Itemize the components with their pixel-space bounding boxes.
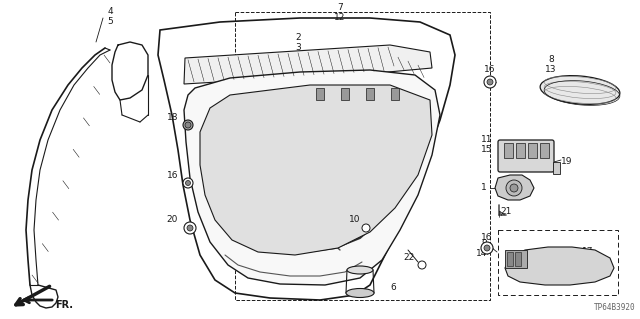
Circle shape [418,261,426,269]
Text: 21: 21 [500,207,511,217]
Circle shape [362,224,370,232]
Text: 20: 20 [166,216,178,225]
Text: 11: 11 [481,136,493,145]
Bar [505,250,527,268]
Circle shape [506,180,522,196]
Text: 13: 13 [545,65,557,75]
Text: 6: 6 [390,284,396,293]
Circle shape [484,76,496,88]
Circle shape [183,120,193,130]
Bar [341,88,349,100]
Text: 22: 22 [404,254,415,263]
Bar [528,143,537,158]
Bar [553,162,560,174]
Text: FR.: FR. [55,300,73,310]
Ellipse shape [540,76,620,104]
Text: 10: 10 [349,216,360,225]
Bar [515,252,521,266]
Circle shape [187,225,193,231]
Text: 4: 4 [107,8,113,17]
Text: 18: 18 [166,114,178,122]
Circle shape [553,253,577,277]
Bar [498,230,618,295]
Circle shape [558,258,572,272]
Circle shape [510,184,518,192]
Polygon shape [495,175,534,200]
Text: 3: 3 [295,42,301,51]
Bar [316,88,324,100]
Text: 7: 7 [337,4,343,12]
Polygon shape [184,45,432,84]
Ellipse shape [346,288,374,298]
Circle shape [186,181,191,186]
Bar [540,143,549,158]
Text: TP64B3920: TP64B3920 [593,303,635,312]
Text: 8: 8 [548,56,554,64]
Circle shape [487,79,493,85]
Circle shape [484,245,490,251]
Polygon shape [158,18,455,300]
Text: 19: 19 [561,158,573,167]
Ellipse shape [347,266,373,274]
Bar [516,143,525,158]
Polygon shape [505,247,614,285]
Polygon shape [184,70,440,285]
Text: 1: 1 [481,182,487,191]
Bar [504,143,513,158]
FancyBboxPatch shape [498,140,554,172]
Circle shape [185,122,191,128]
Text: 12: 12 [334,12,346,21]
Text: 2: 2 [295,33,301,42]
Text: 5: 5 [107,18,113,26]
Polygon shape [200,85,432,255]
Circle shape [183,178,193,188]
Text: 15: 15 [481,145,493,154]
Circle shape [481,242,493,254]
Text: 9: 9 [481,239,487,248]
Bar [391,88,399,100]
Circle shape [184,222,196,234]
Bar [366,88,374,100]
Text: 16: 16 [481,234,493,242]
Text: 16: 16 [484,65,496,75]
Text: 14: 14 [476,249,487,257]
Text: 17: 17 [582,248,594,256]
Bar [507,252,513,266]
Text: 16: 16 [166,170,178,180]
